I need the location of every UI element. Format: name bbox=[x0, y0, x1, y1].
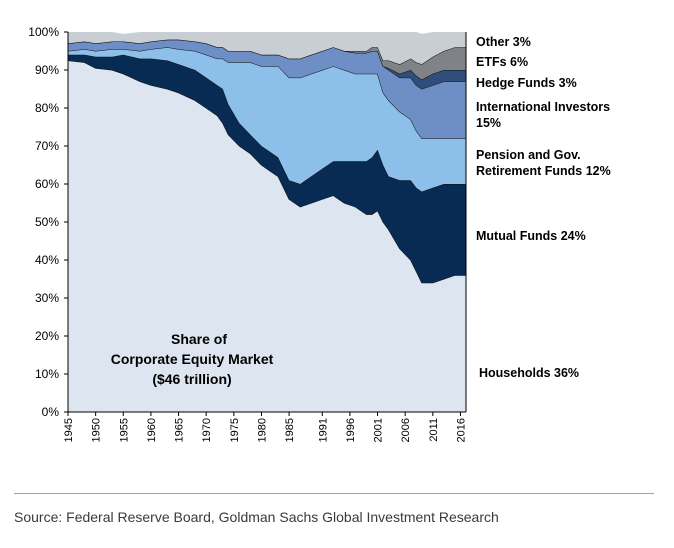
x-tick-label: 1996 bbox=[345, 418, 357, 442]
series-label-households-36: Households 36% bbox=[479, 366, 579, 380]
y-tick-label: 60% bbox=[35, 177, 59, 191]
area-layer bbox=[67, 32, 466, 412]
series-label-other-3: Other 3% bbox=[476, 35, 531, 49]
y-tick-label: 40% bbox=[35, 253, 59, 267]
chart-title-line-1: Share of bbox=[171, 331, 227, 347]
source-divider bbox=[14, 493, 654, 494]
x-tick-label: 2006 bbox=[400, 418, 412, 442]
x-tick-label: 1985 bbox=[284, 418, 296, 442]
series-label-etfs-6: ETFs 6% bbox=[476, 55, 528, 69]
source-note: Source: Federal Reserve Board, Goldman S… bbox=[14, 509, 499, 525]
y-tick-label: 80% bbox=[35, 101, 59, 115]
area-mutual-funds-24 bbox=[68, 54, 466, 283]
series-label-mutual-funds-24: Mutual Funds 24% bbox=[476, 229, 586, 243]
series-label-international-investors-15: International Investors 15% bbox=[476, 100, 610, 130]
y-tick-label: 50% bbox=[35, 215, 59, 229]
x-tick-label: 1950 bbox=[91, 418, 103, 442]
area-pension-and-gov-retirement-funds-12 bbox=[68, 47, 466, 192]
y-tick-label: 10% bbox=[35, 367, 59, 381]
x-tick-label: 1945 bbox=[63, 418, 75, 442]
area-other-3 bbox=[68, 32, 466, 65]
area-etfs-6 bbox=[68, 39, 466, 80]
y-tick-label: 0% bbox=[42, 405, 60, 419]
area-hedge-funds-3 bbox=[68, 39, 466, 89]
x-tick-label: 1960 bbox=[146, 418, 158, 442]
x-tick-label: 1975 bbox=[229, 418, 241, 442]
chart-title-line-2: Corporate Equity Market bbox=[111, 351, 274, 367]
series-label-hedge-funds-3: Hedge Funds 3% bbox=[476, 76, 577, 90]
series-label-pension-and-gov-retirement-funds-12: Pension and Gov. Retirement Funds 12% bbox=[476, 148, 611, 178]
y-tick-label: 90% bbox=[35, 63, 59, 77]
x-tick-label: 2016 bbox=[455, 418, 467, 442]
x-tick-label: 2011 bbox=[428, 418, 440, 442]
y-tick-label: 100% bbox=[28, 25, 59, 39]
x-tick-label: 1965 bbox=[174, 418, 186, 442]
x-tick-label: 2001 bbox=[373, 418, 385, 442]
x-tick-label: 1970 bbox=[201, 418, 213, 442]
x-tick-label: 1955 bbox=[118, 418, 130, 442]
area-international-investors-15 bbox=[68, 39, 466, 139]
axes-layer: 0% 10% 20% 30% 40% 50% 60% 70% 80% 90% 100% 1945 195… bbox=[28, 25, 467, 442]
legend-layer: Other 3% ETFs 6% Hedge Funds 3% Internation… bbox=[476, 35, 611, 380]
y-tick-label: 20% bbox=[35, 329, 59, 343]
area-households-36 bbox=[68, 60, 466, 412]
y-tick-label: 70% bbox=[35, 139, 59, 153]
chart-title-line-3: ($46 trillion) bbox=[152, 371, 231, 387]
x-tick-label: 1980 bbox=[256, 418, 268, 442]
y-tick-label: 30% bbox=[35, 291, 59, 305]
x-tick-label: 1991 bbox=[317, 418, 329, 442]
